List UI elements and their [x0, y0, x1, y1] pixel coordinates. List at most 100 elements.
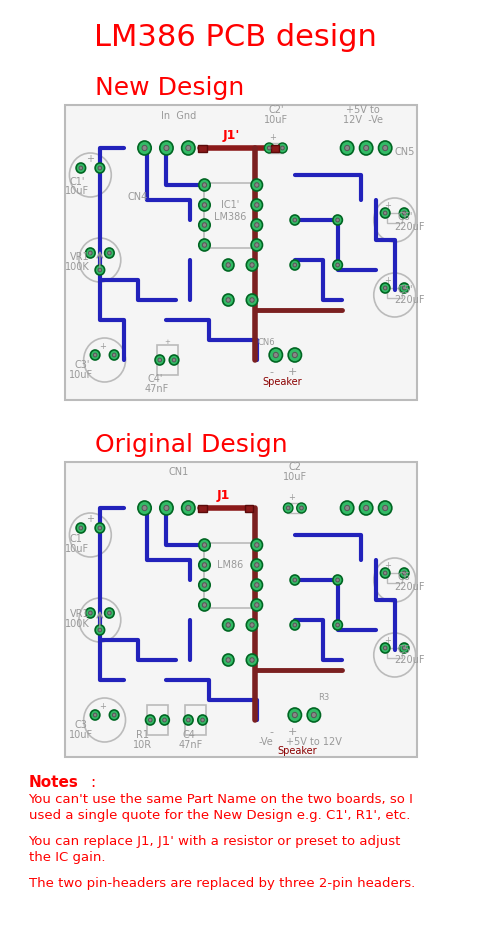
Circle shape [344, 505, 350, 511]
Text: VR1: VR1 [70, 609, 89, 619]
Text: +: + [385, 636, 392, 645]
Circle shape [199, 239, 210, 251]
Circle shape [169, 355, 179, 365]
Text: 220uF: 220uF [395, 295, 425, 305]
Circle shape [160, 501, 173, 515]
Circle shape [251, 179, 262, 191]
Text: +: + [289, 493, 295, 502]
Bar [65, 462, 416, 757]
Text: 10uF: 10uF [264, 115, 288, 125]
Text: 12V  -Ve: 12V -Ve [343, 115, 383, 125]
Circle shape [155, 355, 165, 365]
Circle shape [142, 505, 147, 511]
Circle shape [226, 623, 231, 627]
Circle shape [223, 259, 234, 271]
Circle shape [181, 501, 195, 515]
Circle shape [254, 203, 259, 208]
Text: +: + [99, 702, 106, 711]
Circle shape [104, 608, 114, 618]
Text: -Ve: -Ve [259, 737, 274, 747]
Circle shape [199, 559, 210, 571]
Circle shape [297, 503, 306, 513]
Circle shape [164, 145, 169, 151]
Text: :: : [90, 775, 95, 790]
Circle shape [383, 145, 388, 151]
Circle shape [380, 208, 390, 218]
Circle shape [107, 611, 111, 615]
Circle shape [199, 219, 210, 231]
Text: +5V to: +5V to [346, 105, 380, 115]
Circle shape [379, 501, 392, 515]
Bar [204, 183, 257, 248]
Circle shape [281, 146, 284, 150]
Circle shape [79, 166, 83, 170]
Circle shape [250, 623, 254, 627]
Circle shape [186, 718, 190, 722]
Bar [204, 543, 257, 608]
Text: 220uF: 220uF [395, 582, 425, 592]
Circle shape [293, 218, 297, 222]
Circle shape [90, 350, 100, 360]
Circle shape [251, 599, 262, 611]
Circle shape [79, 526, 83, 530]
Text: -: - [269, 727, 273, 737]
Text: C3': C3' [74, 360, 89, 370]
Circle shape [202, 182, 207, 187]
Circle shape [292, 712, 297, 718]
Text: 47nF: 47nF [145, 384, 169, 394]
Text: Speaker: Speaker [262, 377, 302, 387]
Circle shape [336, 578, 339, 582]
Circle shape [336, 623, 339, 626]
Circle shape [400, 283, 409, 293]
Text: 100K: 100K [65, 262, 89, 272]
Bar [198, 505, 207, 511]
Circle shape [290, 620, 300, 630]
Text: 10uF: 10uF [283, 472, 307, 482]
Circle shape [202, 603, 207, 607]
Circle shape [199, 539, 210, 551]
Text: +: + [99, 342, 106, 351]
Text: R1: R1 [136, 730, 149, 740]
Circle shape [251, 239, 262, 251]
Circle shape [247, 619, 258, 631]
Bar [270, 145, 279, 151]
Bar [185, 705, 206, 735]
Circle shape [251, 559, 262, 571]
Text: 10uF: 10uF [69, 370, 92, 380]
Circle shape [98, 268, 102, 272]
Circle shape [95, 625, 104, 635]
Bar [65, 105, 416, 400]
Circle shape [226, 657, 231, 662]
Circle shape [340, 501, 354, 515]
Text: +: + [385, 561, 392, 570]
Circle shape [333, 620, 342, 630]
Circle shape [85, 608, 95, 618]
Circle shape [383, 505, 388, 511]
Circle shape [379, 141, 392, 155]
Circle shape [293, 623, 297, 626]
Text: 47nF: 47nF [179, 740, 203, 750]
Text: C6: C6 [398, 572, 411, 582]
Circle shape [95, 523, 104, 533]
Circle shape [199, 199, 210, 211]
Circle shape [223, 654, 234, 666]
Circle shape [93, 353, 97, 357]
Circle shape [288, 348, 302, 362]
Text: New Design: New Design [95, 76, 245, 100]
Text: LM86: LM86 [217, 560, 243, 570]
Circle shape [95, 163, 104, 173]
Text: C5: C5 [398, 645, 411, 655]
Bar [387, 213, 402, 223]
Circle shape [112, 713, 116, 717]
Text: C6': C6' [398, 212, 413, 222]
Circle shape [85, 248, 95, 258]
Text: 10uF: 10uF [69, 730, 92, 740]
Circle shape [251, 539, 262, 551]
Circle shape [199, 599, 210, 611]
Bar [157, 345, 178, 375]
Circle shape [247, 294, 258, 306]
Circle shape [359, 141, 373, 155]
Text: J1': J1' [223, 128, 240, 141]
Text: 220uF: 220uF [395, 655, 425, 665]
Text: 100K: 100K [65, 619, 89, 629]
